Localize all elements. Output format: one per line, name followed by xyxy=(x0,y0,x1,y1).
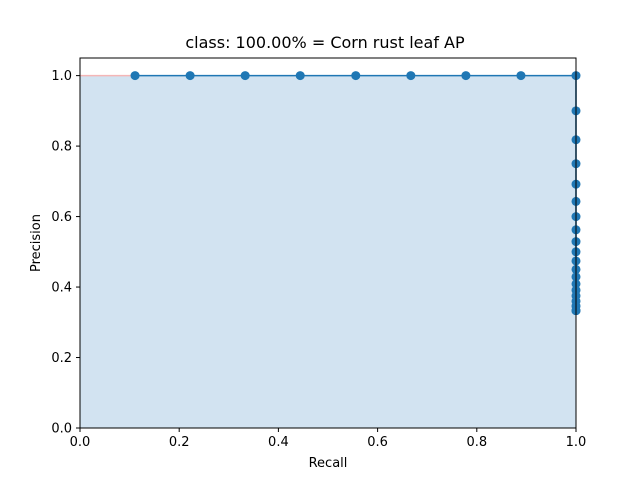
x-tick-label: 0.2 xyxy=(169,435,190,450)
pr-area-fill xyxy=(80,75,576,428)
pr-point xyxy=(295,71,305,81)
y-tick-label: 0.6 xyxy=(51,210,72,225)
pr-point xyxy=(185,71,195,81)
x-tick-label: 0.6 xyxy=(367,435,388,450)
pr-point xyxy=(240,71,250,81)
x-tick-label: 0.0 xyxy=(70,435,91,450)
x-tick-label: 0.4 xyxy=(268,435,289,450)
x-axis-label: Recall xyxy=(309,456,348,471)
pr-point xyxy=(516,71,526,81)
y-tick-label: 0.4 xyxy=(51,281,72,296)
pr-point xyxy=(406,71,416,81)
chart-title: class: 100.00% = Corn rust leaf AP xyxy=(185,33,465,52)
y-tick-label: 0.8 xyxy=(51,140,72,155)
pr-point xyxy=(461,71,471,81)
pr-point xyxy=(351,71,361,81)
y-tick-label: 0.0 xyxy=(51,422,72,437)
y-tick-label: 0.2 xyxy=(51,351,72,366)
x-tick-label: 0.8 xyxy=(466,435,487,450)
axes-frame xyxy=(79,57,577,429)
pr-point xyxy=(130,71,140,81)
y-tick-label: 1.0 xyxy=(51,69,72,84)
y-axis-label: Precision xyxy=(29,214,44,272)
x-tick-label: 1.0 xyxy=(566,435,587,450)
